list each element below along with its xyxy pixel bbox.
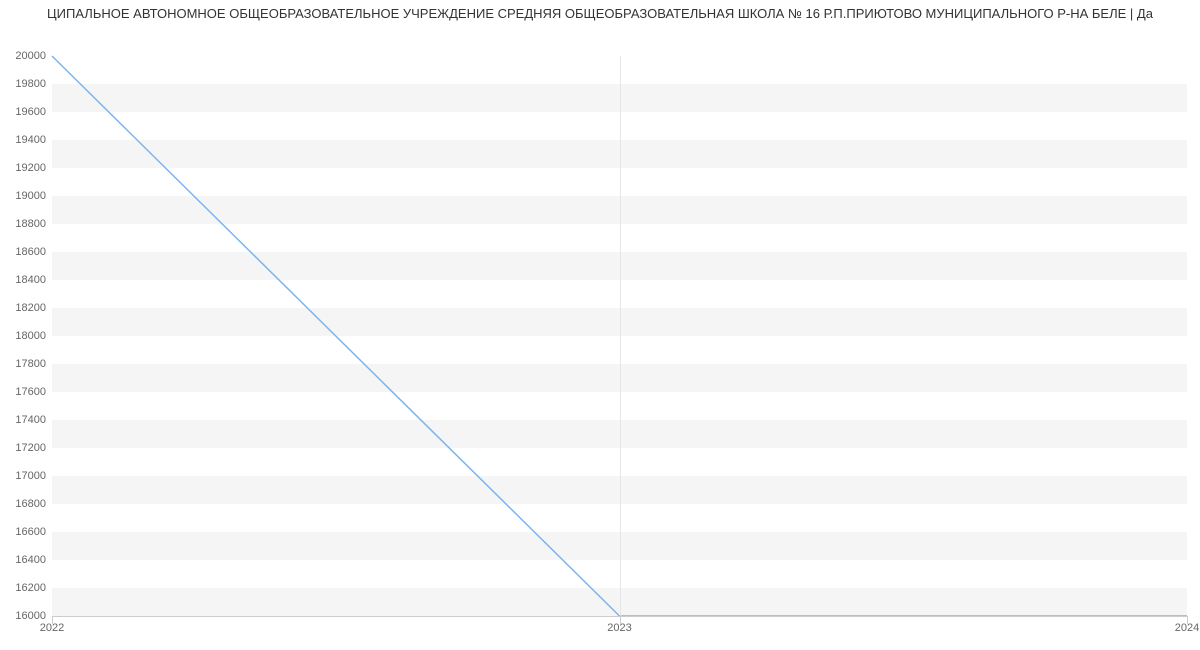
y-tick-label: 18200 <box>15 302 46 314</box>
x-grid-line <box>620 56 621 616</box>
y-tick-label: 16600 <box>15 526 46 538</box>
y-tick-label: 19800 <box>15 78 46 90</box>
y-tick-label: 20000 <box>15 50 46 62</box>
y-tick-label: 17400 <box>15 414 46 426</box>
y-tick-label: 18000 <box>15 330 46 342</box>
y-tick-label: 18600 <box>15 246 46 258</box>
y-tick-label: 19400 <box>15 134 46 146</box>
y-tick-label: 19000 <box>15 190 46 202</box>
y-tick-label: 17600 <box>15 386 46 398</box>
y-tick-label: 16000 <box>15 610 46 622</box>
x-tick-label: 2024 <box>1175 622 1199 634</box>
x-axis-line <box>52 616 1187 617</box>
plot-area: 1600016200164001660016800170001720017400… <box>52 56 1187 616</box>
y-tick-label: 17000 <box>15 470 46 482</box>
chart-title: ЦИПАЛЬНОЕ АВТОНОМНОЕ ОБЩЕОБРАЗОВАТЕЛЬНОЕ… <box>0 0 1200 26</box>
y-tick-label: 18400 <box>15 274 46 286</box>
y-tick-label: 16200 <box>15 582 46 594</box>
x-tick-label: 2022 <box>40 622 64 634</box>
y-tick-label: 19600 <box>15 106 46 118</box>
chart-container: 16000 16200 16400 16600 16800 17000 17200 17400… <box>0 26 1200 650</box>
y-tick-label: 17200 <box>15 442 46 454</box>
y-tick-label: 19200 <box>15 162 46 174</box>
y-tick-label: 17800 <box>15 358 46 370</box>
y-tick-label: 16400 <box>15 554 46 566</box>
x-tick-label: 2023 <box>607 622 631 634</box>
y-tick-label: 18800 <box>15 218 46 230</box>
y-tick-label: 16800 <box>15 498 46 510</box>
